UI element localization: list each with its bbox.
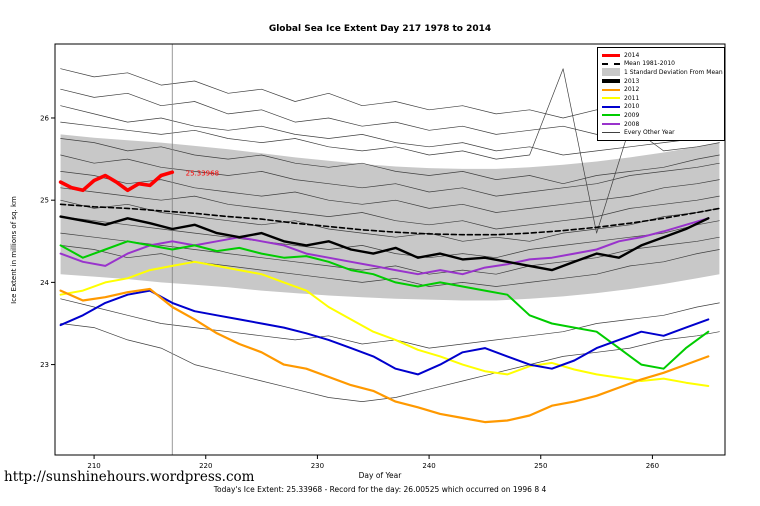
today-value-annotation: 25.33968 — [186, 170, 219, 178]
series-2010 — [59, 289, 710, 376]
legend-label: Mean 1981-2010 — [624, 60, 675, 68]
legend-swatch-icon — [602, 68, 620, 77]
legend-label: 2011 — [624, 94, 640, 102]
other-year-line-13 — [60, 323, 720, 402]
legend-item-2012: 2012 — [602, 85, 720, 94]
legend-label: Every Other Year — [624, 129, 675, 137]
y-tick-label: 25 — [40, 197, 49, 205]
legend-label: 2014 — [624, 51, 640, 59]
legend-item-2010: 2010 — [602, 103, 720, 112]
x-tick-label: 240 — [422, 462, 435, 470]
x-tick-label: 250 — [534, 462, 547, 470]
x-tick-label: 210 — [87, 462, 100, 470]
legend-swatch-icon — [602, 79, 620, 83]
x-tick-label: 260 — [646, 462, 659, 470]
series-2009 — [59, 240, 710, 370]
legend-item-2009: 2009 — [602, 111, 720, 120]
other-year-line-12 — [60, 298, 720, 349]
legend-swatch-icon — [602, 97, 620, 100]
legend-label: 2012 — [624, 86, 640, 94]
legend-item-2013: 2013 — [602, 77, 720, 86]
y-tick-label: 26 — [40, 114, 49, 122]
legend-item-mean-1981-2010: Mean 1981-2010 — [602, 60, 720, 69]
chart-title: Global Sea Ice Extent Day 217 1978 to 20… — [268, 24, 492, 34]
legend: 2014 Mean 1981-2010 1 Standard Deviation F… — [597, 47, 725, 141]
plot-border — [54, 43, 726, 456]
legend-item-1-standard-deviation-from-mean: 1 Standard Deviation From Mean — [602, 68, 723, 77]
legend-label: 1 Standard Deviation From Mean — [624, 68, 723, 76]
legend-item-every-other-year: Every Other Year — [602, 128, 720, 137]
y-tick-label: 24 — [40, 279, 49, 287]
legend-swatch-icon — [602, 123, 620, 126]
legend-swatch-icon — [602, 132, 620, 134]
series-mean-1981-2010 — [59, 203, 721, 236]
legend-label: 2010 — [624, 103, 640, 111]
series-2008 — [59, 217, 710, 276]
legend-label: 2009 — [624, 111, 640, 119]
legend-item-2014: 2014 — [602, 51, 720, 60]
legend-swatch-icon — [602, 105, 620, 108]
footer-note: Today's Ice Extent: 25.33968 - Record fo… — [213, 485, 547, 494]
legend-swatch-icon — [602, 114, 620, 117]
legend-label: 2008 — [624, 120, 640, 128]
x-axis-label: Day of Year — [358, 471, 402, 480]
footer-url-link[interactable]: http://sunshinehours.wordpress.com — [4, 469, 255, 485]
series-2014 — [58, 170, 175, 193]
legend-swatch-icon — [602, 62, 620, 65]
series-2013 — [59, 215, 710, 272]
series-2012 — [59, 287, 710, 424]
legend-item-2008: 2008 — [602, 120, 720, 129]
legend-item-2011: 2011 — [602, 94, 720, 103]
legend-swatch-icon — [602, 88, 620, 91]
x-tick-label: 230 — [311, 462, 324, 470]
series-2011 — [59, 260, 710, 387]
x-tick-label: 220 — [199, 462, 212, 470]
legend-label: 2013 — [624, 77, 640, 85]
std-dev-band — [60, 134, 720, 301]
y-tick-label: 23 — [40, 361, 49, 369]
legend-swatch-icon — [602, 53, 620, 58]
